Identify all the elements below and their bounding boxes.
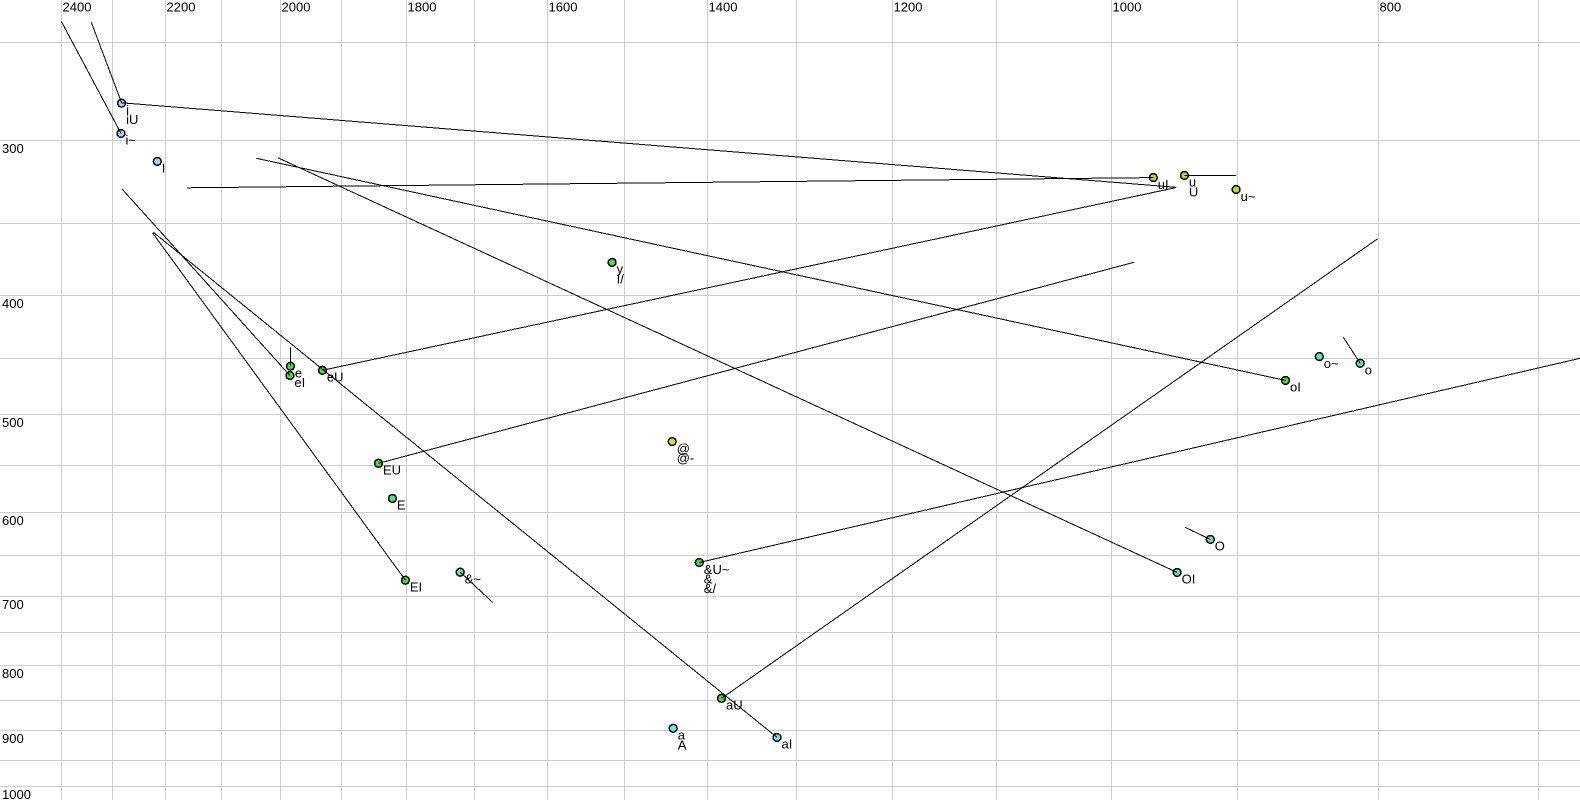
svg-text:E: E xyxy=(397,498,406,513)
svg-text:1200: 1200 xyxy=(894,0,923,15)
svg-text:600: 600 xyxy=(2,513,24,528)
svg-text:800: 800 xyxy=(1380,0,1402,15)
svg-text:i~: i~ xyxy=(126,133,137,148)
svg-text:&~: &~ xyxy=(465,572,482,587)
svg-text:1600: 1600 xyxy=(549,0,578,15)
svg-text:o: o xyxy=(1365,363,1372,378)
svg-text:EI: EI xyxy=(410,580,422,595)
svg-text:u~: u~ xyxy=(1241,189,1256,204)
svg-text:400: 400 xyxy=(2,296,24,311)
svg-text:900: 900 xyxy=(2,731,24,746)
svg-text:u: u xyxy=(1189,175,1196,190)
svg-text:&: & xyxy=(704,572,713,587)
svg-text:OI: OI xyxy=(1182,572,1196,587)
svg-text:@: @ xyxy=(677,441,690,456)
svg-text:aU: aU xyxy=(726,698,743,713)
svg-text:1000: 1000 xyxy=(2,787,31,800)
svg-text:1800: 1800 xyxy=(408,0,437,15)
svg-text:oI: oI xyxy=(1290,380,1301,395)
svg-text:i: i xyxy=(126,103,129,118)
svg-text:eU: eU xyxy=(327,370,344,385)
svg-text:uI: uI xyxy=(1158,177,1169,192)
svg-text:700: 700 xyxy=(2,597,24,612)
svg-text:@-: @- xyxy=(677,451,695,466)
svg-text:2400: 2400 xyxy=(63,0,92,15)
svg-text:EU: EU xyxy=(383,463,401,478)
svg-text:500: 500 xyxy=(2,415,24,430)
svg-text:U: U xyxy=(1189,184,1198,199)
svg-text:&/: &/ xyxy=(704,581,717,596)
svg-text:800: 800 xyxy=(2,666,24,681)
svg-text:y: y xyxy=(617,262,624,277)
svg-text:I: I xyxy=(162,161,166,176)
svg-text:iU: iU xyxy=(126,112,138,127)
svg-text:2000: 2000 xyxy=(282,0,311,15)
svg-text:a: a xyxy=(678,728,686,743)
svg-text:aI: aI xyxy=(782,737,793,752)
svg-text:o~: o~ xyxy=(1324,356,1339,371)
svg-text:eI: eI xyxy=(294,375,305,390)
svg-text:1400: 1400 xyxy=(709,0,738,15)
svg-text:O: O xyxy=(1215,539,1225,554)
svg-text:I/: I/ xyxy=(617,271,625,286)
svg-text:300: 300 xyxy=(2,141,24,156)
svg-text:2200: 2200 xyxy=(167,0,196,15)
svg-text:1000: 1000 xyxy=(1113,0,1142,15)
svg-text:A: A xyxy=(678,737,687,752)
svg-text:&U~: &U~ xyxy=(704,562,730,577)
svg-text:e: e xyxy=(295,366,302,381)
